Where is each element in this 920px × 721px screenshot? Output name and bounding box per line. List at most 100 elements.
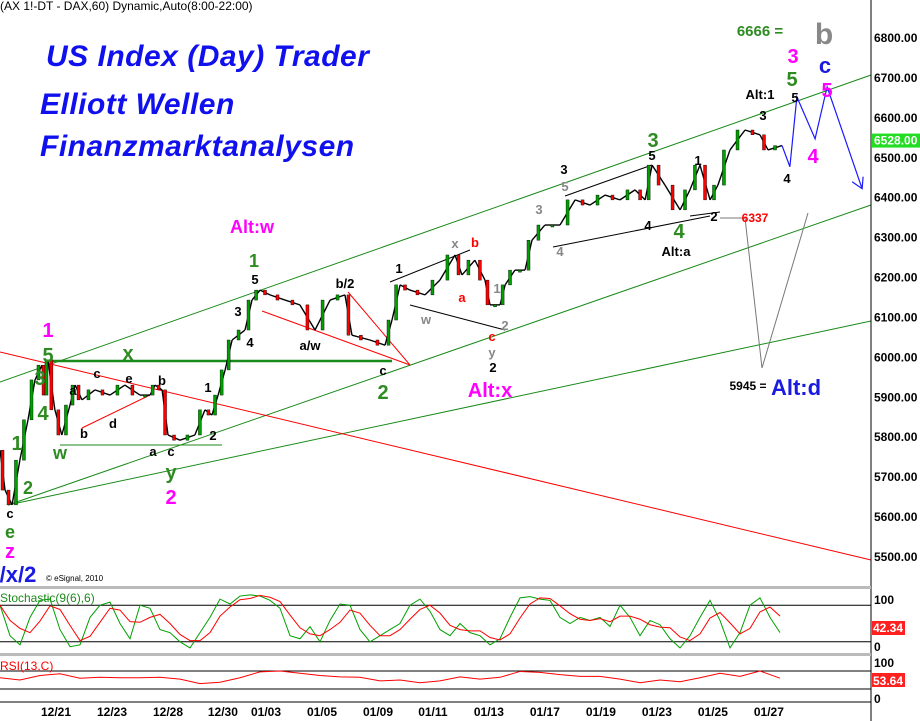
forecast-arrowhead-icon <box>851 176 864 190</box>
wave2-ext-line <box>689 211 721 217</box>
candle <box>263 289 267 296</box>
wave-annotations: 12345wxye123451z2Alt:wAlt:x345/x/2cAlt:d… <box>0 18 833 587</box>
wave-label: w <box>52 443 68 463</box>
wave-label: 5 <box>786 69 797 91</box>
stochastic-k-line <box>0 594 781 650</box>
candle <box>14 459 18 506</box>
candle <box>565 199 570 226</box>
price-series <box>0 84 864 506</box>
alt-d-path <box>720 212 809 369</box>
wave-label: 4 <box>783 171 791 186</box>
candle <box>198 409 202 436</box>
wave-label: 3 <box>34 368 45 390</box>
b2-channel-line <box>347 291 411 366</box>
lower-channel-line <box>7 320 872 506</box>
wave-label: 2 <box>23 478 33 498</box>
stochastic-value-badge <box>872 621 905 635</box>
candle <box>246 299 251 331</box>
y-tick-label: 6400.00 <box>874 191 918 205</box>
candle <box>485 279 490 306</box>
wave-label: 5 <box>648 148 655 163</box>
wave-label: y <box>165 462 177 484</box>
wave-label: 4 <box>673 221 685 243</box>
rsi-value-badge <box>872 673 905 687</box>
candle <box>130 384 135 396</box>
wave-label: a/w <box>300 338 322 353</box>
candle <box>143 394 147 398</box>
stochastic-label: Stochastic(9(6),6) <box>0 591 95 605</box>
rsi-tick-100: 100 <box>874 656 894 670</box>
y-tick-label: 6700.00 <box>874 71 918 85</box>
y-tick-label: 5900.00 <box>874 390 918 404</box>
x-tick-label: 01/03 <box>251 705 281 719</box>
copyright: © eSignal, 2010 <box>46 574 104 583</box>
rsi-label: RSI(13,C) <box>0 659 54 673</box>
wave-label: 1 <box>249 251 259 271</box>
wave-label: w <box>420 312 432 327</box>
wave-label: Alt:x <box>468 380 512 402</box>
candle <box>172 434 176 441</box>
wedge-lower-line <box>552 215 711 248</box>
candle <box>0 449 5 491</box>
candle <box>163 389 167 436</box>
wave-label: 6337 <box>742 211 769 225</box>
wave-label: 5 <box>42 345 53 367</box>
x-tick-label: 12/28 <box>153 705 183 719</box>
wave-label: 1 <box>204 380 211 395</box>
candle <box>518 269 522 273</box>
wave-label: Alt:a <box>662 244 692 259</box>
candle <box>185 434 190 441</box>
stochastic-value: 42.34 <box>873 621 903 635</box>
candle <box>670 184 675 211</box>
wxy-lower-line <box>409 304 506 331</box>
wave-label: Alt:d <box>771 375 821 400</box>
wave-label: 5945 = <box>729 379 766 393</box>
candle <box>290 299 295 306</box>
wave-label: 1 <box>493 281 500 296</box>
candle <box>445 254 450 281</box>
y-tick-label: 5600.00 <box>874 510 918 524</box>
y-tick-label: 6300.00 <box>874 231 918 245</box>
wave-label: b <box>80 426 88 441</box>
candle <box>762 134 766 151</box>
candle <box>115 384 120 396</box>
candle <box>508 269 512 286</box>
symbol-header: (AX 1!-DT - DAX,60) Dynamic,Auto(8:00-22… <box>0 0 253 13</box>
wave-label: c <box>167 444 174 459</box>
wave-label: 3 <box>647 130 658 152</box>
wave-label: 3 <box>759 108 766 123</box>
wave-label: 2 <box>501 318 508 333</box>
wave-label: b/2 <box>336 276 355 291</box>
wave-label: a <box>69 383 77 398</box>
candle <box>76 384 81 401</box>
title-line-2: Elliott Wellen <box>40 88 235 121</box>
y-tick-label: 6000.00 <box>874 350 918 364</box>
candle <box>638 189 642 201</box>
wave-label: Alt:1 <box>746 87 775 102</box>
wave-label: 5 <box>251 272 258 287</box>
wave-label: 4 <box>37 403 49 425</box>
candle <box>56 409 61 436</box>
candle <box>394 284 398 321</box>
candle <box>206 409 211 416</box>
wave-label: 4 <box>644 218 652 233</box>
candle <box>335 294 340 301</box>
wedge-upper-line <box>564 164 653 197</box>
wave-label: 2 <box>165 487 176 509</box>
x-tick-label: 01/13 <box>474 705 504 719</box>
panel-separator <box>0 586 871 589</box>
candle <box>150 384 155 396</box>
wave-label: z <box>5 541 15 563</box>
candle <box>466 259 471 276</box>
stochastic-d-line <box>0 594 781 642</box>
wave-label: y <box>488 345 496 360</box>
y-tick-label: 6500.00 <box>874 151 918 165</box>
wave-label: e <box>125 371 132 386</box>
y-tick-label: 6600.00 <box>874 111 918 125</box>
triangle-lower-line <box>81 394 151 429</box>
wave-label: 2 <box>377 382 388 404</box>
y-tick-label: 5700.00 <box>874 470 918 484</box>
stochastic-tick-100: 100 <box>874 593 894 607</box>
candle <box>493 304 497 308</box>
